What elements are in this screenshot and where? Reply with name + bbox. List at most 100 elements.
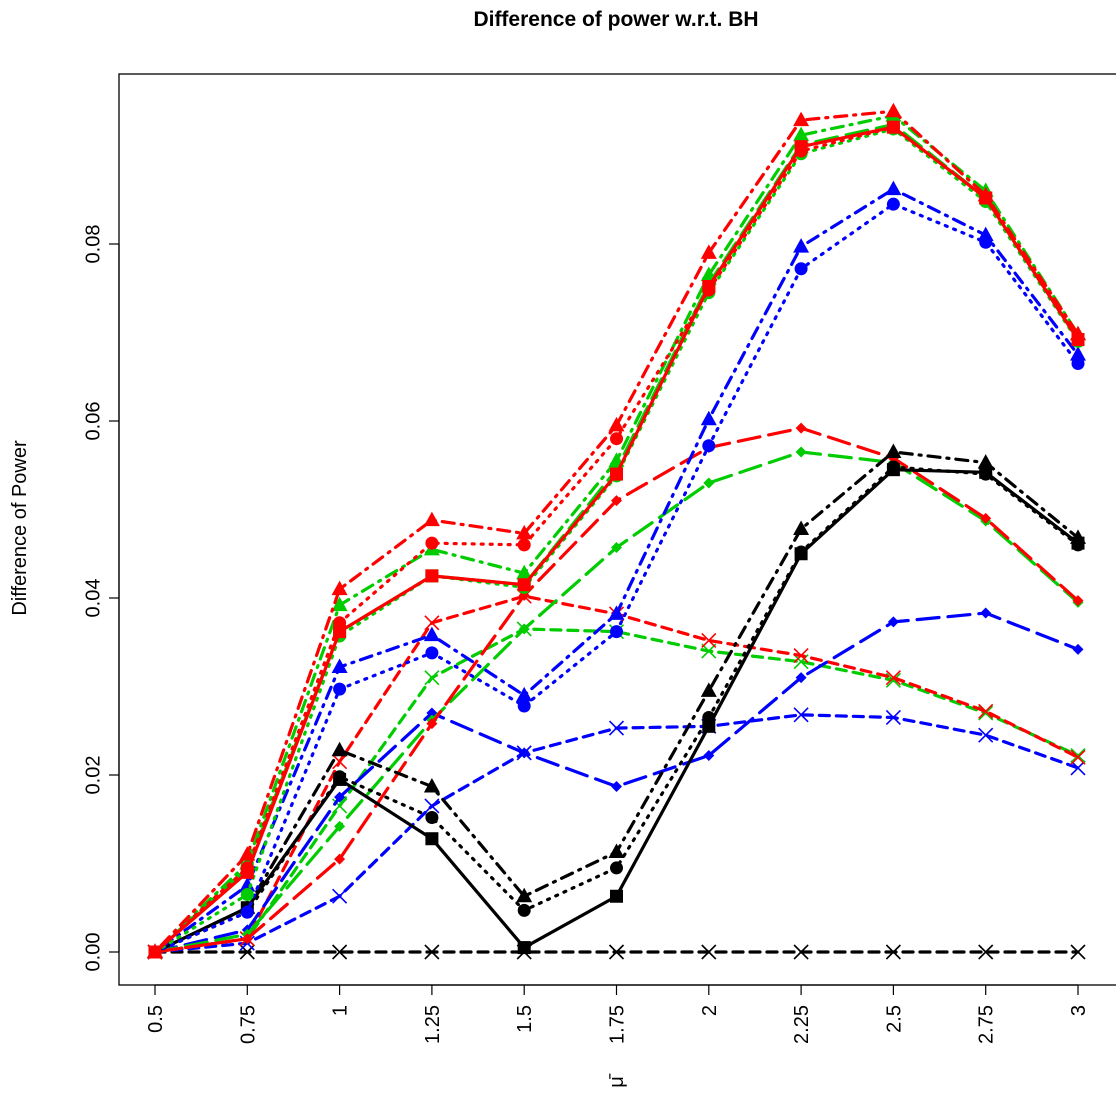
series-9-point-9: [977, 454, 994, 469]
series-17-point-5: [610, 467, 623, 481]
series-13: [147, 107, 1086, 958]
x-tick-label: 3: [1068, 1005, 1090, 1016]
series-15-line: [153, 125, 1080, 954]
series-3-point-8: [885, 670, 901, 686]
x-tick-label: 1.25: [422, 1005, 444, 1044]
series-17-point-7: [794, 140, 808, 154]
series-14: [148, 118, 1085, 959]
series-5-point-6: [703, 477, 715, 489]
series-0: [147, 944, 1086, 960]
series-10-point-1: [240, 905, 254, 919]
series-6-point-7: [795, 422, 807, 434]
series-16-point-3: [423, 511, 440, 527]
series-5-point-4: [518, 623, 530, 635]
series-9-point-4: [516, 887, 533, 903]
series-4-point-5: [611, 781, 622, 793]
series-10-point-8: [886, 197, 900, 211]
series-8-point-5: [610, 861, 623, 875]
series-11-point-8: [885, 180, 902, 196]
series-8-point-3: [425, 810, 439, 824]
series-17: [148, 120, 1085, 959]
series-11-line: [153, 187, 1080, 954]
series-9-point-5: [608, 843, 625, 858]
series-16-point-5: [608, 416, 625, 432]
series-3-point-2: [332, 754, 348, 770]
series-1-point-7: [793, 707, 809, 723]
series-5-line: [153, 450, 1080, 954]
series-16-point-2: [331, 580, 348, 596]
series-17-point-4: [517, 578, 531, 592]
series-0-point-7: [793, 944, 809, 960]
series-17-point-0: [148, 945, 162, 959]
series-2-line: [153, 627, 1080, 954]
series-11-point-5: [608, 605, 625, 620]
series-16-point-8: [885, 102, 902, 118]
series-17-point-3: [425, 569, 439, 583]
series-8-point-8: [886, 460, 900, 474]
series-16-point-4: [516, 524, 533, 540]
series-0-point-10: [1070, 944, 1086, 960]
series-4-point-7: [795, 672, 807, 684]
series-8-point-2: [333, 770, 347, 784]
series-5-point-2: [334, 820, 346, 832]
series-3-point-9: [978, 703, 994, 719]
series-11-point-3: [423, 626, 440, 642]
series-15: [148, 120, 1085, 959]
y-tick-label: 0.02: [82, 756, 104, 795]
x-tick-label: 0.75: [237, 1005, 259, 1044]
series-0-point-2: [332, 944, 348, 960]
series-16: [147, 102, 1086, 958]
series-11-point-1: [239, 877, 256, 892]
series-0-point-5: [608, 944, 625, 960]
series-16-point-1: [239, 846, 256, 861]
series-16-point-7: [793, 111, 810, 127]
series-2-point-6: [701, 643, 717, 659]
series-11-point-9: [977, 226, 994, 242]
series-8-line: [153, 465, 1080, 954]
series-13-point-7: [793, 126, 810, 142]
series-11: [147, 180, 1086, 958]
series-10-point-4: [517, 699, 531, 713]
series-15-point-4: [517, 538, 531, 552]
series-15-point-5: [610, 432, 623, 446]
y-tick-label: 0.06: [82, 402, 104, 441]
series-8-point-6: [702, 710, 716, 724]
series-9-line: [153, 450, 1080, 954]
series-10-point-7: [794, 262, 808, 276]
x-tick-label: 1: [330, 1005, 352, 1016]
series-1-point-2: [332, 888, 348, 904]
series-11-point-2: [331, 658, 348, 674]
series-12: [148, 122, 1085, 959]
series-2-point-3: [424, 670, 440, 686]
series-6-point-3: [426, 718, 438, 730]
series-9-point-3: [423, 778, 440, 793]
x-tick-label: 2.75: [976, 1005, 998, 1044]
series-17-point-8: [886, 120, 900, 134]
series-7-point-5: [610, 889, 623, 903]
series-4-point-9: [980, 607, 992, 619]
series-10-line: [153, 202, 1080, 954]
y-axis: 0.00 0.02 0.04 0.06 0.08: [82, 225, 120, 971]
series-11-point-6: [700, 410, 717, 426]
x-tick-label: 1.75: [607, 1005, 629, 1044]
series-10-point-6: [702, 439, 716, 453]
series-8-point-4: [517, 903, 531, 917]
series-1-point-8: [885, 709, 901, 726]
series-10-point-3: [425, 646, 439, 660]
series-5-point-5: [611, 542, 622, 554]
x-tick-label: 2.5: [883, 1005, 905, 1033]
series-0-point-3: [424, 944, 440, 960]
series-8-point-7: [794, 545, 808, 559]
x-tick-label: 2.25: [791, 1005, 813, 1044]
series-9-point-6: [700, 682, 717, 697]
y-tick-label: 0.04: [82, 579, 104, 618]
x-tick-label: 1.5: [514, 1005, 536, 1033]
series-9-point-8: [885, 443, 902, 458]
series-layer: [147, 102, 1086, 960]
series-17-point-2: [333, 625, 347, 639]
series-6-point-5: [611, 495, 622, 507]
series-11-point-10: [1070, 346, 1086, 361]
series-17-point-1: [240, 865, 254, 879]
series-6-point-10: [1072, 595, 1084, 607]
